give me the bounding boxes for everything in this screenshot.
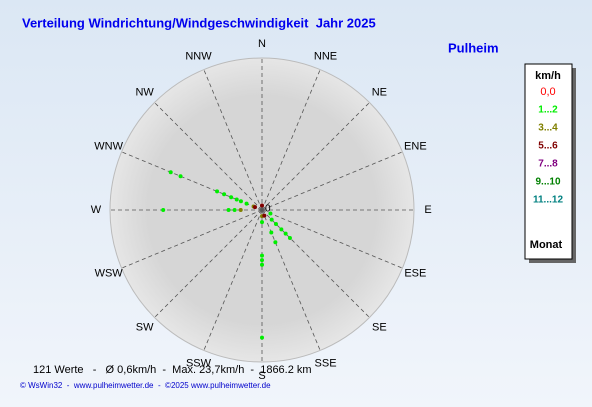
wind-point xyxy=(283,231,288,236)
credit: © WsWin32 - www.pulheimwetter.de - ©2025… xyxy=(20,381,271,390)
spoke xyxy=(154,209,263,318)
wind-point xyxy=(238,199,243,204)
spoke xyxy=(203,69,263,211)
spoke xyxy=(121,151,263,211)
spoke xyxy=(261,209,321,351)
legend-title: km/h xyxy=(535,70,561,82)
direction-label: ESE xyxy=(404,267,426,279)
direction-label: NNW xyxy=(185,51,212,63)
wind-point xyxy=(260,262,264,267)
r-tick-label: 0 xyxy=(265,204,271,215)
legend-footer: Monat xyxy=(530,239,563,251)
direction-label: SE xyxy=(372,321,387,333)
direction-label: WSW xyxy=(95,267,124,279)
wind-point xyxy=(260,253,264,258)
legend-label: 5...6 xyxy=(538,141,558,152)
wind-point xyxy=(215,189,220,194)
wind-point xyxy=(222,192,227,197)
legend-label: 9...10 xyxy=(535,177,560,188)
spoke xyxy=(261,209,370,318)
wind-point xyxy=(226,208,231,212)
spoke xyxy=(261,209,403,269)
spoke xyxy=(261,151,403,211)
wind-point xyxy=(279,227,284,232)
wind-point xyxy=(161,208,166,212)
wind-point xyxy=(273,240,278,245)
chart-title: Verteilung Windrichtung/Windgeschwindigk… xyxy=(22,15,376,30)
spoke xyxy=(154,102,263,211)
wind-point xyxy=(252,205,257,210)
wind-point xyxy=(238,208,243,212)
wind-point xyxy=(260,220,264,225)
legend-label: 11...12 xyxy=(533,195,563,206)
spoke xyxy=(261,69,321,211)
wind-point xyxy=(273,221,278,226)
wind-point xyxy=(178,174,183,179)
wind-point xyxy=(244,201,249,206)
wind-point xyxy=(260,203,264,208)
legend-label: 3...4 xyxy=(538,123,558,134)
spoke xyxy=(203,209,263,351)
direction-label: W xyxy=(91,204,102,216)
wind-point xyxy=(229,195,234,200)
direction-label: NW xyxy=(135,87,154,99)
wind-point xyxy=(232,208,237,212)
legend-label: 0,0 xyxy=(540,86,555,98)
legend-label: 1...2 xyxy=(538,105,558,116)
direction-label: WNW xyxy=(94,140,123,152)
legend-box xyxy=(524,63,573,260)
wind-point xyxy=(269,217,274,222)
direction-label: SSW xyxy=(186,357,212,369)
direction-label: NE xyxy=(372,87,387,99)
direction-label: SW xyxy=(136,321,154,333)
direction-label: E xyxy=(424,204,431,216)
spoke xyxy=(121,209,263,269)
location: Pulheim xyxy=(448,40,499,55)
direction-label: SSE xyxy=(315,357,337,369)
wind-point xyxy=(234,197,239,202)
wind-point xyxy=(260,258,264,263)
direction-label: ENE xyxy=(404,140,427,152)
wind-point xyxy=(268,211,273,216)
footer: 121 Werte - Ø 0,6km/h - Max. 23,7km/h - … xyxy=(33,364,312,376)
direction-label: S xyxy=(258,370,265,382)
direction-label: N xyxy=(258,38,266,50)
wind-point xyxy=(260,335,264,340)
wind-point xyxy=(287,235,292,240)
wind-point xyxy=(262,213,267,218)
legend-label: 7...8 xyxy=(538,159,558,170)
spoke xyxy=(261,102,370,211)
wind-point xyxy=(168,170,173,175)
wind-point xyxy=(269,230,274,235)
direction-label: NNE xyxy=(314,51,337,63)
